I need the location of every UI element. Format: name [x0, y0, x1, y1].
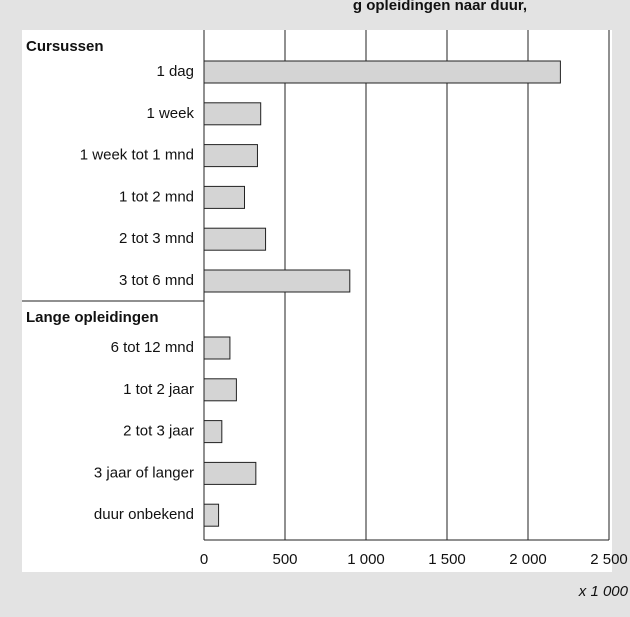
x-tick-label: 2 500	[590, 551, 628, 568]
bar	[203, 269, 351, 293]
x-unit-label: x 1 000	[578, 583, 629, 600]
x-tick-label: 500	[272, 551, 297, 568]
y-tick-label: 3 jaar of langer	[94, 464, 194, 481]
bar	[203, 227, 267, 251]
x-tick-label: 0	[200, 551, 208, 568]
bar	[203, 461, 257, 485]
y-tick-label: duur onbekend	[94, 506, 194, 523]
y-tick-label: 2 tot 3 jaar	[123, 423, 194, 440]
group-label: Cursussen	[26, 38, 104, 55]
y-tick-label: 1 week tot 1 mnd	[80, 147, 194, 164]
bar	[203, 102, 262, 126]
bar	[203, 144, 258, 168]
y-tick-label: 2 tot 3 mnd	[119, 230, 194, 247]
bar	[203, 185, 245, 209]
chart-title: g opleidingen naar duur,	[353, 0, 527, 14]
y-tick-label: 1 tot 2 jaar	[123, 381, 194, 398]
bar	[203, 503, 220, 527]
x-tick-label: 1 500	[428, 551, 466, 568]
x-tick-label: 2 000	[509, 551, 547, 568]
y-tick-label: 1 dag	[156, 63, 194, 80]
bar	[203, 336, 231, 360]
bar	[203, 378, 237, 402]
y-tick-label: 1 tot 2 mnd	[119, 188, 194, 205]
x-tick-label: 1 000	[347, 551, 385, 568]
bar	[203, 60, 561, 84]
y-tick-label: 3 tot 6 mnd	[119, 272, 194, 289]
bar	[203, 420, 223, 444]
y-tick-label: 1 week	[146, 105, 194, 122]
group-label: Lange opleidingen	[26, 309, 159, 326]
y-tick-label: 6 tot 12 mnd	[111, 339, 194, 356]
